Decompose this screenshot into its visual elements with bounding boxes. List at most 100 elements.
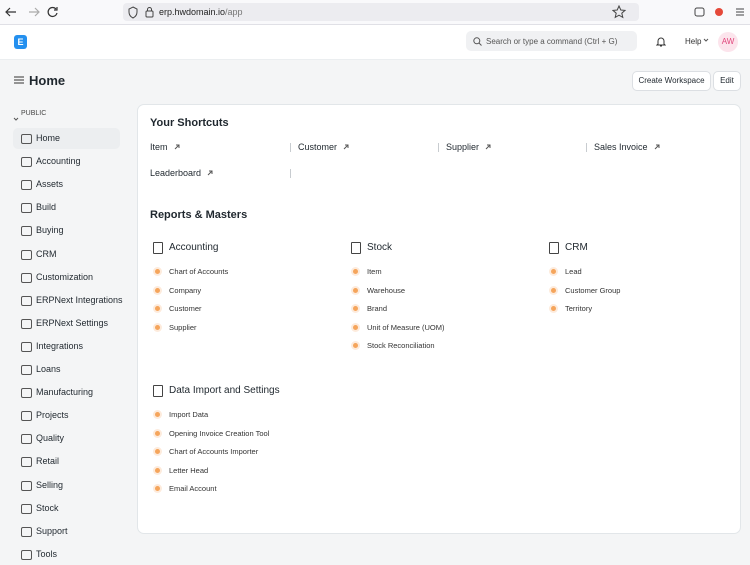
browser-nav-icons	[5, 6, 58, 17]
sidebar-item[interactable]: Assets	[36, 179, 64, 190]
sidebar-item[interactable]: Buying	[36, 225, 64, 236]
shortcut-link[interactable]: Sales Invoice	[594, 143, 660, 152]
card-link[interactable]: Company	[169, 285, 202, 295]
shortcut-link[interactable]: Supplier	[446, 143, 491, 152]
sidebar-active-bg	[13, 128, 120, 149]
link-dot	[353, 306, 358, 311]
url-icons	[128, 6, 154, 19]
sidebar-icon	[21, 295, 32, 306]
link-dot	[155, 269, 160, 274]
card-link[interactable]: Customer Group	[565, 285, 621, 295]
shortcut-link[interactable]: Leaderboard	[150, 169, 213, 178]
card-link[interactable]: Territory	[565, 304, 593, 313]
link-dot	[551, 306, 556, 311]
sidebar-item[interactable]: Support	[36, 525, 68, 536]
section-caret	[13, 110, 19, 126]
sidebar-icon	[21, 434, 32, 445]
sidebar-item[interactable]: Build	[36, 202, 57, 213]
help-menu[interactable]: Help	[685, 37, 702, 46]
app-logo[interactable]: E	[14, 35, 27, 49]
external-arrow	[343, 142, 349, 152]
sidebar-icon	[21, 365, 32, 375]
shortcut-link[interactable]: Customer	[298, 143, 349, 152]
url-bar[interactable]	[123, 3, 639, 21]
link-dot	[155, 412, 160, 417]
link-dot	[551, 269, 556, 274]
card-link[interactable]: Lead	[565, 267, 582, 276]
link-dot	[155, 449, 160, 454]
link-dot	[155, 430, 160, 436]
sidebar-icon	[21, 249, 32, 260]
link-dot	[551, 287, 556, 293]
sidebar-icon	[21, 480, 32, 491]
sidebar-item[interactable]: Accounting	[36, 156, 81, 167]
sidebar-icon	[21, 272, 32, 283]
sidebar-item[interactable]: Manufacturing	[36, 387, 94, 398]
sidebar-item[interactable]: Retail	[36, 456, 60, 467]
bell-icon[interactable]	[656, 36, 666, 47]
search-placeholder[interactable]: Search or type a command (Ctrl + G)	[486, 37, 618, 46]
card-link[interactable]: Unit of Measure (UOM)	[367, 322, 445, 332]
sidebar-item[interactable]: Selling	[36, 479, 64, 490]
search-icon	[473, 37, 482, 46]
card-link[interactable]: Chart of Accounts	[169, 267, 229, 276]
card-title: Data Import and Settings	[169, 385, 280, 396]
sidebar-item[interactable]: Quality	[36, 433, 65, 444]
sidebar-item[interactable]: Customization	[36, 271, 94, 282]
sidebar-section: PUBLIC	[21, 110, 47, 117]
card-title: Stock	[367, 242, 393, 253]
card-link[interactable]: Import Data	[169, 410, 209, 419]
link-dot	[353, 269, 358, 274]
card-link[interactable]: Warehouse	[367, 285, 406, 295]
card-link[interactable]: Chart of Accounts Importer	[169, 447, 259, 456]
sidebar-item[interactable]: ERPNext Integrations	[36, 294, 123, 305]
link-dot	[155, 486, 160, 491]
sidebar-item[interactable]: CRM	[36, 248, 57, 259]
browser-right-icons	[612, 5, 744, 19]
card-icon	[549, 242, 559, 254]
card-link[interactable]: Opening Invoice Creation Tool	[169, 428, 270, 438]
card-icon	[153, 242, 163, 254]
url-path: /app	[225, 7, 243, 17]
sidebar-icon	[21, 503, 32, 514]
shortcut-separator	[290, 143, 291, 152]
link-dot	[155, 467, 160, 473]
link-dot	[353, 287, 358, 293]
page-button[interactable]: Edit	[713, 71, 741, 91]
sidebar-icon	[21, 526, 32, 537]
card-link[interactable]: Customer	[169, 304, 202, 313]
card-title: CRM	[565, 242, 588, 253]
shortcuts-title: Your Shortcuts	[150, 117, 229, 129]
sidebar-item[interactable]: Loans	[36, 364, 61, 374]
external-arrow	[654, 142, 660, 152]
card-link[interactable]: Email Account	[169, 484, 217, 493]
sidebar-item[interactable]: Stock	[36, 502, 59, 513]
sidebar-item[interactable]: Home	[36, 133, 61, 143]
link-dot	[155, 324, 160, 330]
sidebar-item[interactable]: Integrations	[36, 340, 84, 351]
menu-icon[interactable]	[14, 76, 24, 84]
card-link[interactable]: Item	[367, 267, 382, 276]
shortcut-separator	[438, 143, 439, 152]
card-link[interactable]: Stock Reconciliation	[367, 341, 435, 350]
sidebar-item[interactable]: Tools	[36, 548, 58, 559]
card-link[interactable]: Letter Head	[169, 465, 209, 475]
sidebar-icon	[21, 180, 32, 191]
card-link[interactable]: Brand	[367, 304, 388, 313]
avatar[interactable]: AW	[718, 32, 738, 52]
link-dot	[353, 324, 358, 330]
card-link[interactable]: Supplier	[169, 322, 197, 332]
sidebar-icon	[21, 203, 32, 214]
sidebar-item[interactable]: Projects	[36, 410, 69, 421]
page-button[interactable]: Create Workspace	[632, 71, 711, 91]
search-bar[interactable]	[466, 31, 637, 51]
card-icon	[351, 242, 361, 254]
link-dot	[155, 287, 160, 293]
external-arrow	[174, 142, 180, 152]
shortcut-link[interactable]: Item	[150, 143, 180, 152]
help-caret	[703, 37, 709, 45]
page-title: Home	[29, 73, 66, 88]
sidebar-item[interactable]: ERPNext Settings	[36, 317, 109, 328]
link-dot	[155, 306, 160, 311]
